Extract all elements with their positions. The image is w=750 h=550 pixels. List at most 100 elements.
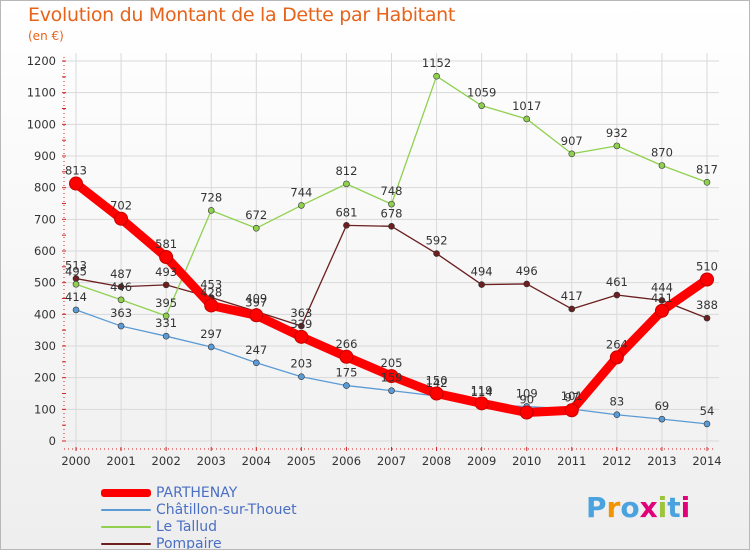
x-tick-label: 2005 xyxy=(287,454,316,468)
x-tick-label: 2007 xyxy=(377,454,406,468)
x-tick-label: 2001 xyxy=(106,454,135,468)
data-point-pompaire xyxy=(343,222,350,229)
data-point-pompaire xyxy=(433,250,440,257)
data-label-le-tallud: 907 xyxy=(561,134,583,148)
x-tick-label: 2000 xyxy=(61,454,90,468)
data-point-parthenay xyxy=(294,329,309,344)
data-label-pompaire: 513 xyxy=(65,259,87,273)
data-label-parthenay: 702 xyxy=(110,199,132,213)
data-label-ch-tillon-sur-thouet: 109 xyxy=(516,386,538,400)
logo-letter: r xyxy=(607,491,621,524)
data-point-parthenay xyxy=(159,250,174,265)
data-label-pompaire: 487 xyxy=(110,267,132,281)
data-point-parthenay xyxy=(700,272,714,287)
y-tick-label: 300 xyxy=(34,339,56,353)
data-label-pompaire: 388 xyxy=(696,298,718,312)
data-label-le-tallud: 744 xyxy=(290,185,312,199)
data-point-pompaire xyxy=(523,280,531,288)
data-label-ch-tillon-sur-thouet: 331 xyxy=(155,316,177,330)
data-label-le-tallud: 1059 xyxy=(467,86,496,100)
data-point-le-tallud xyxy=(658,162,666,169)
data-point-le-tallud xyxy=(72,280,80,288)
data-point-pompaire xyxy=(703,314,711,322)
data-point-pompaire xyxy=(478,281,485,288)
data-label-pompaire: 363 xyxy=(290,306,312,320)
data-label-parthenay: 97 xyxy=(564,390,579,404)
data-label-le-tallud: 446 xyxy=(110,280,132,294)
legend-item-parthenay: PARTHENAY xyxy=(101,485,401,502)
data-point-ch-tillon-sur-thouet xyxy=(72,306,80,314)
y-tick-label: 100 xyxy=(34,402,56,416)
data-label-ch-tillon-sur-thouet: 83 xyxy=(610,395,625,409)
y-tick-label: 0 xyxy=(49,434,56,448)
data-point-le-tallud xyxy=(117,296,125,304)
data-point-le-tallud xyxy=(252,224,260,232)
y-tick-label: 400 xyxy=(34,307,56,321)
y-tick-label: 800 xyxy=(34,181,56,195)
data-label-ch-tillon-sur-thouet: 142 xyxy=(426,376,448,390)
legend-item-le-tallud: Le Tallud xyxy=(101,519,401,536)
data-label-parthenay: 510 xyxy=(696,260,718,274)
data-point-ch-tillon-sur-thouet xyxy=(252,359,260,367)
data-label-pompaire: 681 xyxy=(335,205,357,219)
logo-letter: P xyxy=(586,491,607,524)
data-point-ch-tillon-sur-thouet xyxy=(703,420,711,428)
data-point-parthenay xyxy=(519,405,534,420)
data-point-le-tallud xyxy=(162,312,170,320)
data-label-ch-tillon-sur-thouet: 114 xyxy=(471,385,493,399)
data-label-le-tallud: 812 xyxy=(335,164,357,178)
legend-label-le-tallud: Le Tallud xyxy=(156,519,217,535)
data-point-parthenay xyxy=(114,211,129,226)
data-label-pompaire: 417 xyxy=(561,289,583,303)
data-point-le-tallud xyxy=(568,150,576,158)
legend-swatch-le-tallud xyxy=(101,526,151,528)
data-point-pompaire xyxy=(658,297,666,304)
data-point-ch-tillon-sur-thouet xyxy=(658,415,666,423)
legend-swatch-chatillon xyxy=(101,509,151,511)
data-point-ch-tillon-sur-thouet xyxy=(343,382,350,389)
logo-letter: o xyxy=(620,491,639,524)
data-label-parthenay: 397 xyxy=(245,295,267,309)
data-label-parthenay: 205 xyxy=(381,356,403,370)
data-point-le-tallud xyxy=(207,207,215,214)
data-label-parthenay: 266 xyxy=(335,337,357,351)
x-tick-label: 2002 xyxy=(152,454,181,468)
data-label-pompaire: 678 xyxy=(381,206,403,220)
chart-subtitle: (en €) xyxy=(28,29,64,43)
data-point-le-tallud xyxy=(298,202,305,209)
data-label-pompaire: 461 xyxy=(606,275,628,289)
x-tick-label: 2009 xyxy=(467,454,496,468)
data-point-le-tallud xyxy=(523,115,531,123)
data-point-pompaire xyxy=(568,305,576,313)
data-label-ch-tillon-sur-thouet: 159 xyxy=(381,371,403,385)
data-label-le-tallud: 672 xyxy=(245,208,267,222)
data-point-parthenay xyxy=(564,403,579,418)
data-point-parthenay xyxy=(249,308,264,323)
legend-swatch-parthenay xyxy=(101,489,151,497)
x-tick-label: 2004 xyxy=(242,454,271,468)
data-point-parthenay xyxy=(429,386,444,401)
data-point-parthenay xyxy=(339,349,354,364)
x-tick-label: 2006 xyxy=(332,454,361,468)
x-tick-label: 2012 xyxy=(602,454,631,468)
data-point-parthenay xyxy=(69,176,83,191)
logo-text: Proxiti xyxy=(586,491,690,524)
data-label-le-tallud: 932 xyxy=(606,126,628,140)
data-point-pompaire xyxy=(117,283,125,291)
data-point-parthenay xyxy=(384,369,399,384)
data-label-ch-tillon-sur-thouet: 69 xyxy=(655,399,670,413)
logo-letter: t xyxy=(667,491,680,524)
data-point-pompaire xyxy=(388,223,395,230)
data-label-pompaire: 409 xyxy=(245,291,267,305)
legend-label-pompaire: Pompaire xyxy=(156,536,222,550)
y-tick-label: 1100 xyxy=(27,86,56,100)
data-point-parthenay xyxy=(204,298,219,313)
data-label-parthenay: 119 xyxy=(471,383,493,397)
data-label-parthenay: 411 xyxy=(651,291,673,305)
legend-label-chatillon: Châtillon-sur-Thouet xyxy=(156,502,297,518)
data-point-ch-tillon-sur-thouet xyxy=(207,343,215,351)
data-label-parthenay: 264 xyxy=(606,337,628,351)
y-tick-label: 600 xyxy=(34,244,56,258)
